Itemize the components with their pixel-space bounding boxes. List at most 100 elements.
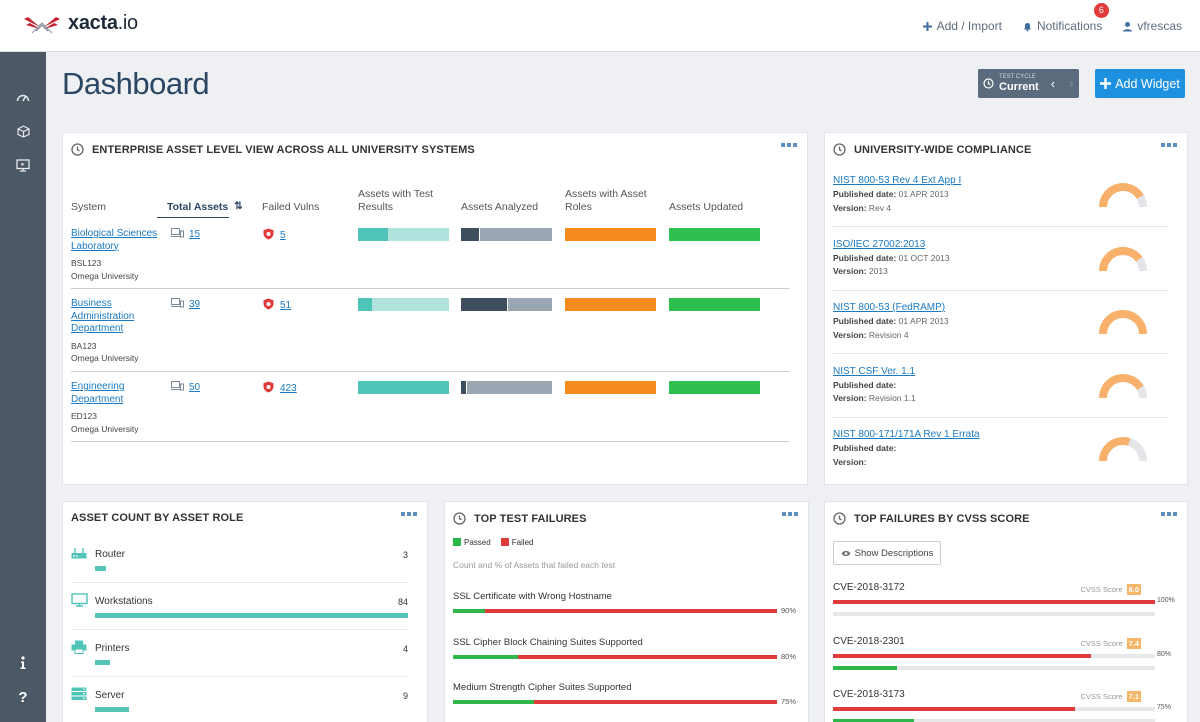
row-divider [71,371,789,372]
cvss-pct: 75% [1157,704,1172,711]
version: Version: 2013 [833,265,1169,279]
total-assets-link[interactable]: 39 [189,299,201,310]
test-failure-item[interactable]: SSL Cipher Block Chaining Suites Support… [453,637,799,663]
test-results-fill [358,298,372,311]
updated-fill [669,298,760,311]
roles-fill [565,381,656,394]
analyzed-rest [466,381,552,394]
cvss-passed-bar [833,719,1155,722]
version-label: Version: [833,393,867,403]
published-date: Published date: [833,379,1169,393]
col-updated: Assets Updated [669,201,744,213]
system-cell: Biological Sciences Laboratory BSL123 Omeg… [71,228,161,282]
test-failure-item[interactable]: Medium Strength Cipher Suites Supported 7… [453,682,799,708]
published-label: Published date: [833,379,897,390]
total-assets-link[interactable]: 15 [189,229,201,240]
compliance-divider [833,416,1169,418]
test-results-fill [358,228,389,241]
cve-name: CVE-2018-3172 [833,582,905,593]
asset-role-menu-icon[interactable] [401,512,417,516]
compliance-link[interactable]: NIST 800-53 Rev 4 Ext App I [833,175,962,186]
notifications-badge: 6 [1093,3,1109,18]
enterprise-card-title: ENTERPRISE ASSET LEVEL VIEW ACROSS ALL U… [71,143,475,156]
version: Version: Rev 4 [833,202,1169,216]
compliance-link[interactable]: NIST CSF Ver. 1.1 [833,365,916,377]
chevron-left-icon[interactable]: ‹ [1050,76,1056,91]
asset-role-item[interactable]: Workstations 84 [71,593,408,623]
top-nav: Add / Import Notifications 6 vfrescas [922,0,1182,52]
speedometer-icon[interactable] [14,88,32,106]
compliance-item: NIST 800-53 Rev 4 Ext App I Published dat… [833,175,1169,235]
cvss-menu-icon[interactable] [1161,512,1177,516]
roles-fill [565,228,656,241]
monitor-icon[interactable] [14,156,32,174]
published-value: 01 APR 2013 [898,189,949,199]
total-assets-cell: 39 [171,298,200,313]
notifications-link[interactable]: Notifications 6 [1022,3,1109,33]
passed-segment [453,700,534,704]
system-link[interactable]: Engineering Department [71,381,125,405]
cvss-score-label: CVSS Score [1080,692,1123,701]
test-failure-pct: 75% [781,697,797,706]
compliance-menu-icon[interactable] [1161,143,1177,147]
asset-role-item[interactable]: Printers 4 [71,640,408,670]
col-total-assets[interactable]: Total Assets ⇅ [167,201,243,214]
total-assets-link[interactable]: 50 [189,382,201,393]
user-menu[interactable]: vfrescas [1122,19,1182,33]
failed-vulns-link[interactable]: 51 [280,300,292,311]
compliance-gauge: 83% [1095,177,1151,217]
published-label: Published date: [833,443,897,453]
test-cycle-selector[interactable]: TEST CYCLE Current ‹ › [978,69,1079,98]
test-failure-item[interactable]: SSL Certificate with Wrong Hostname 90% [453,591,799,617]
add-import-link[interactable]: Add / Import [922,19,1002,33]
asset-role-item[interactable]: Server 9 [71,687,408,717]
test-failure-name: SSL Certificate with Wrong Hostname [453,591,612,602]
failed-segment [534,700,777,704]
compliance-link[interactable]: NIST 800-53 (FedRAMP) [833,302,946,313]
info-icon[interactable] [14,654,32,672]
analyzed-rest [480,228,552,241]
gauge-fill [1099,183,1144,208]
enterprise-menu-icon[interactable] [781,143,797,147]
help-icon[interactable]: ? [18,688,28,706]
add-widget-button[interactable]: Add Widget [1095,69,1185,98]
published-date: Published date: 01 APR 2013 [833,315,1169,329]
eye-icon [841,550,851,556]
analyzed-bar [461,298,552,311]
cvss-score-label: CVSS Score [1080,638,1123,648]
row-divider [71,441,789,442]
gauge-label: 60% [1114,455,1131,465]
failed-vulns-link[interactable]: 5 [280,230,286,241]
cvss-item[interactable]: CVE-2018-2301 CVSS Score 7.4 80% [833,636,1172,676]
version-label: Version: [833,456,867,467]
published-label: Published date: [833,316,897,326]
cvss-pct: 80% [1157,650,1172,658]
cvss-item[interactable]: CVE-2018-3173 CVSS Score 7.1 75% [833,689,1172,722]
gauge-svg: 83% [1099,183,1147,211]
cvss-item[interactable]: CVE-2018-3172 CVSS Score 8.0 100% [833,582,1175,622]
asset-role-item[interactable]: Router 3 [71,546,408,576]
col-roles: Assets with Asset Roles [565,188,647,213]
clock-icon [983,78,994,89]
compliance-link[interactable]: ISO/IEC 27002:2013 [833,238,926,250]
compliance-link[interactable]: NIST 800-171/171A Rev 1 Errata [833,429,980,440]
version: Version: Revision 1.1 [833,392,1169,406]
logo[interactable]: xacta.io [22,12,138,35]
cube-icon[interactable] [14,122,32,140]
cvss-score-value: 7.1 [1126,691,1141,702]
sort-icon[interactable]: ⇅ [234,201,243,212]
published-label: Published date: [833,189,897,199]
test-failures-menu-icon[interactable] [782,512,798,516]
system-link[interactable]: Biological Sciences Laboratory [71,228,158,252]
chevron-right-icon[interactable]: › [1069,76,1074,91]
passed-segment [453,654,518,659]
compliance-gauge: 60% [1095,431,1151,471]
clock-icon [71,143,84,156]
version-label: Version: [833,266,867,276]
add-widget-label: Add Widget [1115,76,1180,91]
failed-vulns-link[interactable]: 423 [280,383,297,394]
asset-role-bar [95,566,107,571]
show-descriptions-button[interactable]: Show Descriptions [833,541,941,565]
system-link[interactable]: Business Administration Department [71,298,135,334]
version-value: Revision 1.1 [868,393,916,403]
